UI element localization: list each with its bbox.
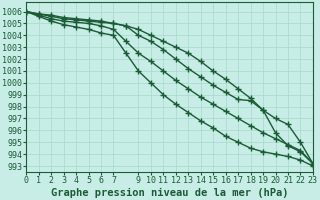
X-axis label: Graphe pression niveau de la mer (hPa): Graphe pression niveau de la mer (hPa) [51,188,288,198]
